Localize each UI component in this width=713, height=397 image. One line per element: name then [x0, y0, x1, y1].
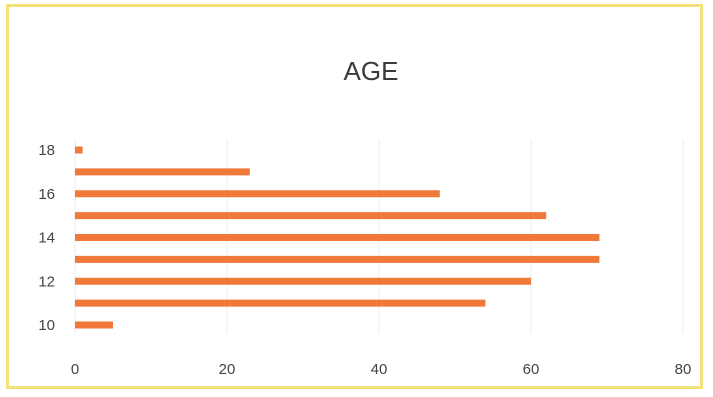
- bar-12: [75, 277, 531, 285]
- x-tick-label: 20: [219, 361, 236, 378]
- y-tick-label: 10: [38, 317, 55, 334]
- x-tick-label: 0: [71, 361, 79, 378]
- y-tick-label: 12: [38, 273, 55, 290]
- x-tick-label: 80: [675, 361, 692, 378]
- bars: [75, 146, 600, 329]
- bar-14: [75, 234, 600, 241]
- y-axis-ticks: 10 12 14 16 18: [38, 142, 55, 334]
- x-axis-ticks: 0 20 40 60 80: [71, 361, 692, 378]
- bar-10: [75, 321, 113, 329]
- chart-title: AGE: [344, 56, 399, 86]
- x-tick-label: 40: [371, 361, 388, 378]
- bar-15: [75, 212, 547, 220]
- y-tick-label: 16: [38, 186, 55, 203]
- y-tick-label: 18: [38, 142, 55, 159]
- bar-11: [75, 299, 486, 307]
- bar-13: [75, 255, 600, 263]
- bar-17: [75, 168, 250, 176]
- bar-16: [75, 190, 440, 198]
- bar-18: [75, 146, 83, 154]
- y-tick-label: 14: [38, 230, 55, 247]
- x-tick-label: 60: [523, 361, 540, 378]
